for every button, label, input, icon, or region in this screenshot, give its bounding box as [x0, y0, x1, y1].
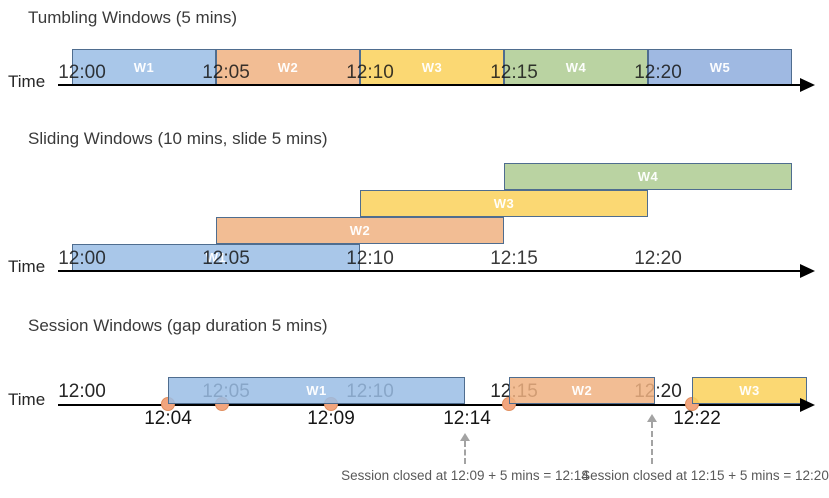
sliding-axis-label: Time [8, 257, 46, 276]
tumbling-axis-arrow-icon [800, 78, 815, 92]
session-axis-arrow-icon [800, 398, 815, 412]
session-title: Session Windows (gap duration 5 mins) [28, 316, 328, 335]
tumbling-window-w2: W2 [216, 49, 360, 85]
tumbling-window-w4-label: W4 [565, 59, 587, 75]
event-time-label-1204: 12:04 [144, 408, 192, 429]
dashed-arrow-head-icon [460, 433, 470, 441]
event-time-label-1209: 12:09 [307, 408, 355, 429]
session-window-w3: W3 [692, 377, 807, 404]
dashed-arrow-stem [464, 441, 466, 464]
tumbling-tick-1200: 12:00 [58, 62, 106, 83]
tumbling-window-w3-label: W3 [421, 59, 443, 75]
sliding-title: Sliding Windows (10 mins, slide 5 mins) [28, 129, 328, 148]
event-time-label-1214: 12:14 [443, 408, 491, 429]
sliding-window-w2: W2 [216, 217, 504, 244]
session-window-w2-label: W2 [571, 383, 593, 398]
sliding-window-w3: W3 [360, 190, 648, 217]
tumbling-tick-1215: 12:15 [490, 62, 538, 83]
dashed-arrow-up-icon [460, 433, 470, 464]
dashed-arrow-stem [651, 422, 653, 464]
tumbling-tick-1220: 12:20 [634, 62, 682, 83]
tumbling-window-w1-label: W1 [133, 59, 155, 75]
tumbling-tick-1210: 12:10 [346, 62, 394, 83]
tumbling-window-w2-label: W2 [277, 59, 299, 75]
sliding-window-w4-label: W4 [637, 169, 659, 184]
dashed-arrow-head-icon [647, 414, 657, 422]
session-closed-annotation-2: Session closed at 12:15 + 5 mins = 12:20 [581, 468, 829, 483]
sliding-window-w3-label: W3 [493, 196, 515, 211]
session-window-w1: W1 [168, 377, 465, 404]
session-axis-label: Time [8, 390, 46, 409]
tumbling-title: Tumbling Windows (5 mins) [28, 8, 238, 27]
tumbling-window-w5-label: W5 [709, 59, 731, 75]
tumbling-tick-1205: 12:05 [202, 62, 250, 83]
session-window-w2: W2 [509, 377, 655, 404]
session-axis-line [58, 404, 804, 406]
session-window-w3-label: W3 [739, 383, 760, 398]
event-time-label-1222: 12:22 [673, 408, 721, 429]
session-closed-annotation-1: Session closed at 12:09 + 5 mins = 12:14 [341, 468, 589, 483]
sliding-tick-1200: 12:00 [58, 248, 106, 269]
sliding-window-w4: W4 [504, 163, 792, 190]
tumbling-window-w5: W5 [648, 49, 792, 85]
sliding-window-w2-label: W2 [349, 223, 371, 238]
session-window-w1-label: W1 [306, 383, 327, 398]
sliding-tick-1205: 12:05 [202, 248, 250, 269]
sliding-axis-line [58, 270, 804, 272]
tumbling-window-w3: W3 [360, 49, 504, 85]
sliding-tick-1215: 12:15 [490, 248, 538, 269]
session-tick-1200: 12:00 [58, 381, 106, 402]
sliding-tick-1210: 12:10 [346, 248, 394, 269]
sliding-tick-1220: 12:20 [634, 248, 682, 269]
tumbling-axis-label: Time [8, 72, 46, 91]
tumbling-axis-line [58, 84, 804, 86]
sliding-window-w1-label: W1 [205, 250, 227, 265]
sliding-axis-arrow-icon [800, 264, 815, 278]
tumbling-window-w4: W4 [504, 49, 648, 85]
dashed-arrow-up-icon [647, 414, 657, 464]
